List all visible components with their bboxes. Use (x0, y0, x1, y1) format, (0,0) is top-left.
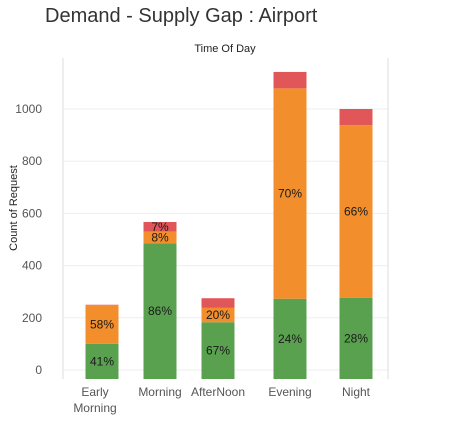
bar-segment (201, 307, 235, 323)
y-tick-label: 400 (22, 259, 42, 273)
data-label: 67% (206, 344, 230, 358)
bar-segment (339, 297, 373, 379)
data-label: 58% (90, 318, 114, 332)
x-category-label: Night (342, 385, 371, 399)
bar-segment (273, 298, 307, 379)
chart-title: Demand - Supply Gap : Airport (45, 5, 318, 27)
bar-segment (85, 304, 119, 306)
bar-segment (339, 125, 373, 298)
bar-segment (273, 71, 307, 89)
data-label: 8% (151, 231, 169, 245)
bar-segment (143, 222, 177, 232)
bar-segment (201, 298, 235, 308)
data-label: 70% (278, 187, 302, 201)
column-header: Time Of Day (194, 43, 256, 55)
data-label: 7% (151, 220, 169, 234)
y-axis-ticks: 0 200 400 600 800 1000 (15, 102, 42, 377)
bar-segment (339, 109, 373, 126)
x-category-label: AfterNoon (191, 385, 245, 399)
bar-segment (273, 88, 307, 299)
bar-segment (143, 231, 177, 244)
x-category-label: Early (81, 385, 108, 399)
data-label: 41% (90, 354, 114, 368)
y-tick-label: 1000 (15, 102, 42, 116)
y-tick-label: 600 (22, 206, 42, 220)
bar-segment (143, 243, 177, 379)
x-category-label: Morning (73, 401, 116, 415)
x-category-label: Evening (268, 385, 311, 399)
y-axis-label: Count of Request (8, 165, 20, 251)
bars (85, 71, 373, 379)
data-label: 66% (344, 205, 368, 219)
bar-segment (201, 322, 235, 379)
data-labels: 41% 58% 86% 8%7% 67% 20% 24% 70% 28% 66% (90, 187, 368, 369)
data-label: 24% (278, 332, 302, 346)
bar-segment (85, 343, 119, 379)
x-axis-categories: Early Morning Morning AfterNoon Evening Night (73, 385, 370, 415)
data-label: 86% (148, 304, 172, 318)
x-category-label: Morning (138, 385, 181, 399)
bar-segment (85, 305, 119, 344)
data-label: 28% (344, 331, 368, 345)
y-tick-label: 0 (35, 363, 42, 377)
data-label: 20% (206, 308, 230, 322)
y-tick-label: 800 (22, 154, 42, 168)
y-tick-label: 200 (22, 311, 42, 325)
